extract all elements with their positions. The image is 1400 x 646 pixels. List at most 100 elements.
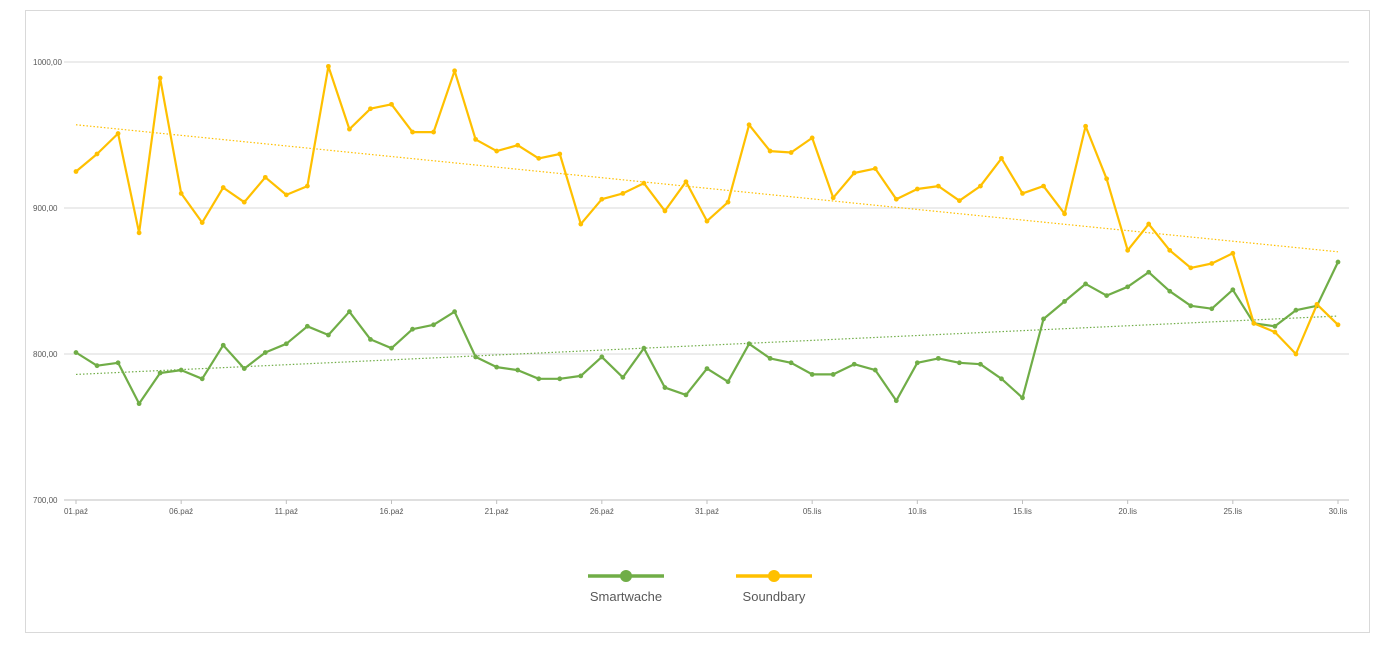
x-tick-label: 11.paź bbox=[275, 507, 298, 516]
data-point-soundbary bbox=[1335, 322, 1341, 328]
data-point-smartwache bbox=[1062, 299, 1067, 304]
data-point-soundbary bbox=[1209, 261, 1215, 266]
chart-frame bbox=[25, 10, 1370, 633]
y-tick-label: 800,00 bbox=[33, 350, 58, 359]
data-point-smartwache bbox=[494, 364, 500, 370]
data-point-soundbary bbox=[262, 174, 268, 180]
data-point-smartwache bbox=[368, 337, 373, 342]
data-point-smartwache bbox=[851, 361, 857, 367]
data-point-smartwache bbox=[326, 332, 331, 338]
data-point-smartwache bbox=[1041, 316, 1046, 322]
data-point-smartwache bbox=[1083, 281, 1088, 287]
data-point-soundbary bbox=[1167, 247, 1173, 253]
data-point-soundbary bbox=[368, 106, 373, 112]
data-point-smartwache bbox=[746, 341, 752, 347]
data-point-smartwache bbox=[220, 342, 226, 348]
data-point-soundbary bbox=[347, 126, 352, 132]
data-point-soundbary bbox=[1083, 123, 1088, 129]
data-point-soundbary bbox=[199, 220, 205, 226]
x-tick-label: 20.lis bbox=[1118, 507, 1137, 516]
series-lines bbox=[73, 63, 1341, 407]
data-point-smartwache bbox=[473, 354, 479, 360]
data-point-soundbary bbox=[515, 142, 521, 148]
data-point-soundbary bbox=[304, 183, 310, 189]
data-point-soundbary bbox=[767, 148, 773, 154]
trendline-soundbary bbox=[75, 124, 1339, 253]
data-point-smartwache bbox=[620, 374, 626, 380]
data-point-soundbary bbox=[136, 230, 142, 236]
data-point-soundbary bbox=[893, 196, 899, 202]
data-point-soundbary bbox=[1125, 247, 1131, 253]
data-point-smartwache bbox=[536, 376, 542, 382]
data-point-smartwache bbox=[809, 372, 815, 377]
data-point-smartwache bbox=[788, 360, 794, 366]
data-point-smartwache bbox=[304, 323, 310, 329]
data-point-soundbary bbox=[704, 218, 710, 224]
data-point-smartwache bbox=[1188, 303, 1194, 309]
data-point-soundbary bbox=[935, 183, 941, 189]
data-point-soundbary bbox=[620, 191, 626, 196]
data-point-soundbary bbox=[830, 195, 836, 201]
x-tick-label: 26.paź bbox=[590, 507, 614, 516]
data-point-soundbary bbox=[389, 101, 394, 107]
data-point-smartwache bbox=[452, 309, 457, 315]
data-point-smartwache bbox=[683, 392, 689, 398]
data-point-soundbary bbox=[641, 180, 647, 186]
data-point-soundbary bbox=[73, 169, 79, 174]
data-point-smartwache bbox=[767, 355, 773, 361]
data-point-soundbary bbox=[662, 208, 668, 214]
data-point-soundbary bbox=[1020, 191, 1025, 196]
legend-marker-smartwache bbox=[620, 570, 632, 582]
series-line-smartwache bbox=[75, 261, 1339, 405]
data-point-soundbary bbox=[1062, 211, 1067, 217]
data-point-soundbary bbox=[157, 75, 163, 81]
data-point-soundbary bbox=[494, 148, 500, 154]
data-point-soundbary bbox=[1293, 351, 1299, 357]
legend-label-soundbary: Soundbary bbox=[743, 589, 806, 604]
legend-marker-soundbary bbox=[768, 570, 780, 582]
data-point-smartwache bbox=[1020, 395, 1025, 401]
x-tick-label: 31.paź bbox=[695, 507, 719, 516]
data-point-soundbary bbox=[473, 136, 479, 142]
data-point-soundbary bbox=[1314, 301, 1320, 307]
data-point-soundbary bbox=[914, 186, 920, 192]
data-point-smartwache bbox=[410, 326, 415, 332]
y-tick-label: 700,00 bbox=[33, 496, 58, 505]
data-point-smartwache bbox=[914, 360, 920, 366]
x-tick-label: 10.lis bbox=[908, 507, 927, 516]
data-point-smartwache bbox=[830, 372, 836, 377]
data-point-smartwache bbox=[1104, 293, 1110, 298]
data-point-soundbary bbox=[283, 192, 289, 198]
data-point-soundbary bbox=[241, 199, 247, 205]
trendline-smartwache bbox=[75, 315, 1339, 376]
y-tick-label: 1000,00 bbox=[33, 58, 62, 67]
data-point-soundbary bbox=[851, 170, 857, 176]
data-point-soundbary bbox=[178, 191, 184, 196]
data-point-smartwache bbox=[262, 350, 268, 355]
data-point-smartwache bbox=[115, 360, 121, 366]
x-tick-label: 21.paź bbox=[485, 507, 509, 516]
data-point-smartwache bbox=[1272, 323, 1278, 329]
data-point-soundbary bbox=[557, 151, 563, 157]
data-point-smartwache bbox=[978, 361, 983, 367]
legend-label-smartwache: Smartwache bbox=[590, 589, 662, 604]
data-point-soundbary bbox=[115, 131, 121, 136]
data-point-smartwache bbox=[389, 345, 394, 351]
data-point-smartwache bbox=[957, 360, 962, 366]
data-point-soundbary bbox=[1251, 320, 1257, 326]
data-point-smartwache bbox=[557, 376, 563, 382]
data-point-soundbary bbox=[410, 129, 415, 135]
x-tick-label: 25.lis bbox=[1223, 507, 1242, 516]
data-point-smartwache bbox=[935, 355, 941, 361]
data-point-smartwache bbox=[872, 367, 878, 373]
data-point-smartwache bbox=[704, 366, 710, 371]
data-point-soundbary bbox=[1041, 183, 1046, 189]
data-point-smartwache bbox=[1167, 288, 1173, 294]
data-point-smartwache bbox=[283, 341, 289, 347]
series-line-soundbary bbox=[75, 65, 1339, 356]
data-point-smartwache bbox=[893, 398, 899, 404]
x-tick-label: 06.paź bbox=[169, 507, 193, 516]
x-tick-label: 30.lis bbox=[1329, 507, 1348, 516]
data-point-soundbary bbox=[978, 183, 983, 189]
